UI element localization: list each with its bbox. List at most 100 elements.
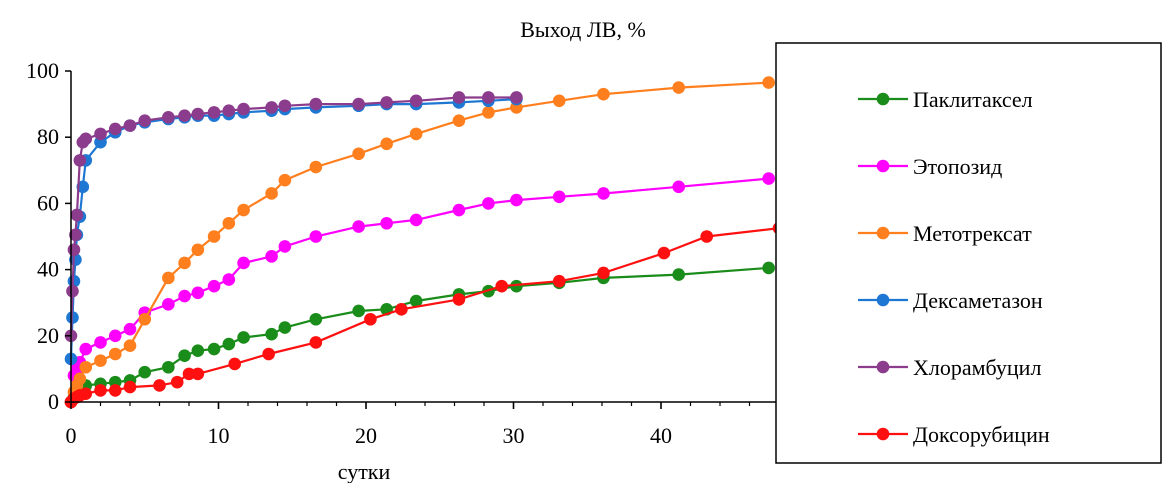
- data-point: [495, 279, 509, 293]
- data-point: [108, 347, 122, 361]
- legend-item: Этопозид: [858, 154, 1002, 179]
- data-point: [162, 298, 175, 311]
- data-point: [278, 99, 292, 113]
- legend: Паклитаксел Этопозид Метотрексат Дексаметаз…: [775, 42, 1162, 464]
- legend-swatch-marker: [876, 159, 890, 173]
- legend-box: [775, 42, 1162, 464]
- data-point: [352, 97, 365, 111]
- data-point: [79, 360, 93, 374]
- data-point: [237, 331, 250, 344]
- legend-item: Паклитаксел: [858, 87, 1033, 112]
- data-point: [207, 106, 221, 119]
- data-point: [265, 327, 278, 341]
- x-tick-label: 10: [208, 423, 230, 448]
- series-5: [64, 91, 523, 343]
- data-point: [191, 286, 205, 300]
- data-point: [138, 365, 152, 379]
- data-point: [138, 114, 152, 127]
- data-point: [552, 94, 566, 108]
- axes: 0 20 40 60 80 100 0 10 20 30 40: [26, 58, 778, 448]
- data-point: [69, 253, 82, 266]
- legend-item: Хлорамбуцил: [858, 355, 1041, 380]
- data-point: [309, 336, 323, 349]
- legend-label: Хлорамбуцил: [913, 355, 1041, 380]
- series-6: [64, 222, 778, 409]
- data-point: [73, 154, 87, 167]
- data-point: [265, 250, 278, 263]
- legend-swatch-marker: [876, 226, 890, 240]
- data-point: [70, 208, 84, 222]
- y-tick-label: 20: [37, 323, 59, 348]
- data-point: [228, 357, 242, 371]
- data-point: [162, 271, 175, 285]
- legend-item: Метотрексат: [858, 221, 1032, 246]
- data-point: [452, 91, 466, 104]
- data-point: [94, 384, 107, 397]
- legend-label: Метотрексат: [913, 221, 1032, 246]
- data-point: [79, 342, 93, 356]
- data-point: [409, 294, 423, 308]
- data-point: [597, 87, 610, 101]
- data-point: [510, 279, 523, 293]
- legend-label: Дексаметазон: [913, 288, 1043, 313]
- data-point: [278, 173, 292, 187]
- data-point: [597, 187, 610, 200]
- data-point: [278, 240, 292, 253]
- legend-swatch-marker: [876, 293, 890, 307]
- legend-swatch-marker: [876, 427, 890, 441]
- series-group: [64, 76, 778, 409]
- data-point: [672, 180, 685, 194]
- data-point: [222, 216, 236, 230]
- data-point: [309, 97, 323, 111]
- data-point: [182, 367, 196, 381]
- data-point: [66, 284, 79, 298]
- data-point: [94, 127, 107, 141]
- y-tick-label: 80: [37, 124, 59, 149]
- x-axis-label: сутки: [338, 459, 391, 483]
- data-point: [191, 107, 205, 121]
- data-point: [380, 216, 393, 230]
- data-point: [672, 81, 685, 94]
- data-point: [409, 213, 423, 227]
- series-2: [64, 172, 775, 409]
- data-point: [162, 111, 175, 124]
- legend-label: Доксорубицин: [913, 422, 1050, 447]
- data-point: [597, 266, 610, 280]
- data-point: [178, 109, 191, 122]
- data-point: [222, 273, 236, 286]
- legend-label: Этопозид: [913, 154, 1002, 179]
- legend-label: Паклитаксел: [913, 87, 1033, 112]
- x-tick-label: 0: [66, 423, 77, 448]
- data-point: [79, 387, 93, 401]
- data-point: [309, 160, 323, 174]
- data-point: [207, 230, 221, 243]
- data-point: [123, 380, 137, 394]
- data-point: [153, 379, 166, 392]
- data-point: [237, 256, 250, 270]
- data-point: [207, 279, 221, 293]
- data-point: [123, 339, 137, 353]
- series-1: [64, 261, 775, 409]
- data-point: [191, 367, 205, 381]
- data-point: [94, 354, 107, 367]
- y-tick-label: 100: [26, 58, 59, 83]
- data-point: [73, 372, 87, 386]
- data-point: [552, 190, 566, 204]
- data-point: [222, 104, 236, 118]
- data-point: [67, 243, 81, 257]
- data-point: [409, 127, 423, 141]
- y-tick-label: 40: [37, 257, 59, 282]
- data-point: [552, 274, 566, 288]
- data-point: [452, 203, 466, 217]
- data-point: [700, 230, 714, 243]
- data-point: [672, 268, 685, 281]
- data-point: [123, 119, 137, 132]
- data-point: [237, 102, 250, 116]
- series-line: [69, 177, 769, 403]
- data-point: [207, 342, 221, 356]
- data-point: [170, 375, 184, 389]
- data-point: [108, 384, 122, 397]
- data-point: [79, 132, 93, 146]
- data-point: [265, 187, 278, 200]
